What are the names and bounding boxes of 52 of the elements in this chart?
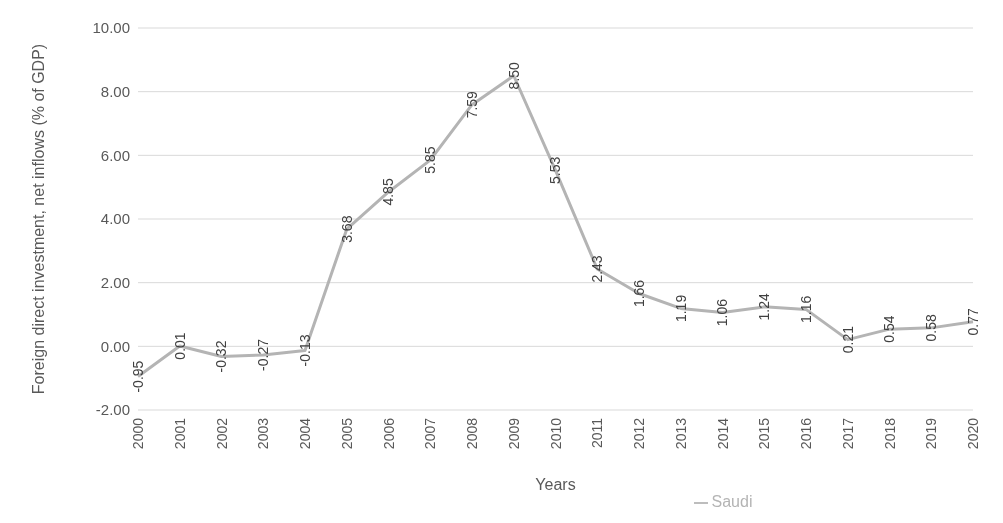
- x-axis-title: Years: [535, 476, 576, 493]
- y-tick-label: 0.00: [100, 337, 130, 355]
- x-tick-label: 2010: [547, 417, 564, 450]
- data-label: 0.58: [923, 314, 940, 342]
- data-label: -0.27: [255, 338, 272, 371]
- y-tick-label: 8.00: [100, 82, 130, 100]
- x-tick-label: 2015: [756, 417, 773, 450]
- x-tick-label: 2003: [255, 417, 272, 450]
- data-label: 0.21: [839, 325, 856, 354]
- x-tick-label: 2012: [631, 417, 647, 450]
- x-tick-label: 2020: [965, 417, 981, 450]
- data-label: 1.19: [672, 294, 689, 323]
- y-tick-label: 4.00: [100, 210, 130, 228]
- y-tick-label: 6.00: [100, 146, 130, 164]
- x-tick-label: 2001: [171, 417, 188, 450]
- x-tick-label: 2000: [130, 417, 146, 450]
- y-axis-title: Foreign direct investment, net inflows (% of GDP): [29, 43, 47, 395]
- x-tick-label: 2002: [213, 417, 230, 450]
- x-tick-label: 2017: [839, 417, 856, 450]
- data-label: 5.53: [547, 156, 564, 184]
- data-label: 4.85: [380, 178, 397, 206]
- x-tick-label: 2007: [422, 417, 439, 450]
- x-tick-label: 2005: [338, 417, 355, 450]
- data-label: 0.54: [881, 315, 898, 343]
- data-label: 2.43: [589, 255, 606, 283]
- data-label: 1.06: [714, 298, 731, 327]
- data-label: 3.68: [338, 215, 355, 243]
- x-tick-label: 2016: [798, 417, 814, 450]
- y-tick-label: 2.00: [100, 273, 130, 291]
- data-label: 5.85: [422, 146, 439, 174]
- x-tick-label: 2009: [505, 417, 522, 450]
- y-tick-label: 10.00: [92, 19, 130, 37]
- data-label: 1.24: [756, 293, 773, 321]
- data-label: 0.01: [171, 332, 188, 360]
- data-label: 0.77: [965, 307, 981, 336]
- x-tick-label: 2018: [881, 417, 898, 450]
- x-tick-label: 2008: [464, 417, 480, 450]
- data-label: -0.13: [297, 334, 313, 367]
- data-label: 7.59: [464, 90, 480, 119]
- x-tick-label: 2019: [923, 417, 940, 450]
- data-label: 1.66: [631, 279, 647, 308]
- x-tick-label: 2014: [714, 417, 731, 450]
- x-tick-label: 2006: [380, 417, 397, 450]
- data-label: 8.50: [505, 61, 522, 90]
- x-tick-label: 2011: [589, 417, 606, 449]
- data-label: -0.32: [213, 340, 230, 373]
- data-label: 1.16: [798, 295, 814, 324]
- data-label: -0.95: [130, 360, 146, 393]
- x-tick-label: 2004: [297, 417, 313, 450]
- x-tick-label: 2013: [672, 417, 689, 450]
- y-tick-label: -2.00: [95, 401, 130, 419]
- legend-label: Saudi: [711, 493, 753, 510]
